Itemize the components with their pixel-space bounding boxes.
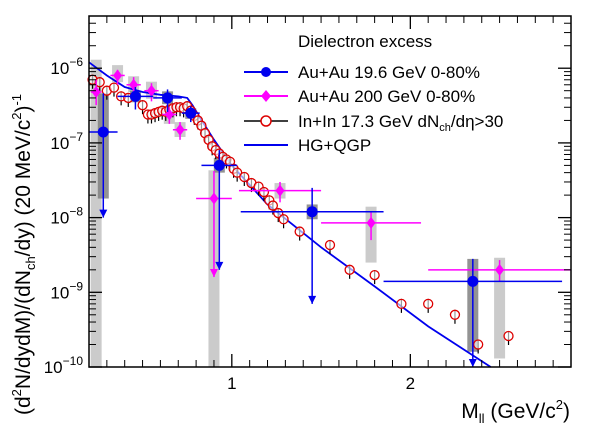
auau200-point xyxy=(146,84,156,97)
x-tick-label: 2 xyxy=(406,374,415,393)
x-axis-label-unit-sup: 2 xyxy=(556,397,563,412)
auau196-point xyxy=(467,275,479,287)
auau200-sys-box xyxy=(90,59,102,368)
auau200-point xyxy=(495,263,505,276)
legend-auau200-label: Au+Au 200 GeV 0-80% xyxy=(298,87,475,106)
inin-point xyxy=(258,186,270,198)
legend-auau196-label: Au+Au 19.6 GeV 0-80% xyxy=(298,63,480,82)
y-tick-label-exp: −10 xyxy=(63,354,84,368)
y-axis-label-p2: N/dydM)/(dN xyxy=(12,270,35,389)
y-tick-label-exp: −9 xyxy=(69,279,83,293)
auau196-point xyxy=(162,92,174,104)
inin-point xyxy=(324,239,336,251)
legend-inin-label: In+In 17.3 GeV dNch/dη>30 xyxy=(298,112,503,134)
legend-inin-marker xyxy=(260,115,272,127)
y-axis-label-p3-sup2: -1 xyxy=(9,94,24,106)
inin-point xyxy=(473,339,484,350)
inin-point xyxy=(294,226,305,237)
y-tick-label: 10−6 xyxy=(50,55,83,78)
inin-point xyxy=(503,330,514,342)
legend-model-label: HG+QGP xyxy=(298,136,371,155)
y-axis-label-p1-sup: 2 xyxy=(9,389,24,396)
inin-point xyxy=(449,309,461,320)
auau200-point xyxy=(209,192,219,205)
auau196-upper-limit-arrow xyxy=(468,359,477,367)
y-tick-label: 10−9 xyxy=(50,279,83,302)
legend-inin-label-post: /dη>30 xyxy=(451,112,503,131)
auau196-upper-limit-arrow xyxy=(99,209,108,218)
y-axis-label: (d2N/dydM)/(dNch/dy) (20 MeV/c2)-1 xyxy=(9,94,38,415)
inin-point xyxy=(267,200,279,211)
x-axis-label-main: M xyxy=(461,400,479,423)
x-axis-label-sub: ll xyxy=(479,411,485,426)
y-tick-label-exp: −7 xyxy=(69,130,83,144)
model-curve xyxy=(88,61,492,368)
y-tick-label-base: 10 xyxy=(50,134,69,153)
auau196-point xyxy=(129,90,141,102)
y-tick-label-exp: −8 xyxy=(69,205,83,219)
auau200-sys-box xyxy=(494,257,506,359)
legend: Dielectron excess Au+Au 19.6 GeV 0-80% A… xyxy=(244,32,503,155)
inin-point xyxy=(369,269,380,281)
legend-auau196-marker xyxy=(261,67,271,77)
legend-inin-label-pre: In+In 17.3 GeV dN xyxy=(298,112,439,131)
inin-point xyxy=(423,298,434,310)
inin-point xyxy=(137,100,148,111)
inin-point xyxy=(94,77,105,88)
auau196-point xyxy=(306,206,318,218)
auau196-series-layer xyxy=(89,87,563,367)
auau200-point xyxy=(91,86,101,99)
x-tick-label: 1 xyxy=(227,374,236,393)
y-axis-label-p2-sub: ch xyxy=(23,256,38,270)
model-curve-layer xyxy=(88,61,492,368)
auau196-upper-limit-arrow xyxy=(308,295,317,304)
inin-point xyxy=(344,264,355,275)
y-tick-label-base: 10 xyxy=(50,283,69,302)
y-tick-label-base: 10 xyxy=(44,358,63,377)
y-tick-label: 10−7 xyxy=(50,130,83,153)
auau200-upper-limit-arrow xyxy=(209,269,218,278)
y-axis-label-p3-post: ) xyxy=(12,106,35,113)
auau196-point xyxy=(97,126,109,138)
auau200-point xyxy=(366,216,376,229)
auau196-point xyxy=(213,159,225,171)
y-tick-label-base: 10 xyxy=(50,59,69,78)
legend-title: Dielectron excess xyxy=(298,32,432,51)
auau200-point xyxy=(175,123,185,136)
inin-point xyxy=(239,171,250,183)
y-axis-label-p3: /dy) (20 MeV/c xyxy=(12,120,35,257)
legend-auau200-marker xyxy=(261,90,271,102)
legend-inin-label-sub: ch xyxy=(439,122,451,134)
inin-point xyxy=(108,82,120,93)
y-axis-label-p3-sup: 2 xyxy=(9,113,24,120)
inin-point xyxy=(396,298,407,310)
x-axis-label-unit: (GeV/c xyxy=(485,400,556,423)
plot-frame-layer xyxy=(88,15,572,368)
auau196-upper-limit-arrow xyxy=(215,261,224,270)
auau200-point xyxy=(275,184,285,197)
y-tick-label: 10−10 xyxy=(44,354,84,377)
auau200-point xyxy=(113,69,123,82)
inin-point xyxy=(278,214,289,225)
y-axis-label-p1: (d xyxy=(12,396,35,415)
y-tick-label: 10−8 xyxy=(50,205,83,228)
x-axis-label: Mll (GeV/c2) xyxy=(461,397,570,426)
auau196-point xyxy=(185,107,197,119)
y-tick-label-exp: −6 xyxy=(69,55,83,69)
y-tick-label-base: 10 xyxy=(50,209,69,228)
x-axis-label-unit-post: ) xyxy=(563,400,570,423)
plot-frame xyxy=(88,15,572,368)
